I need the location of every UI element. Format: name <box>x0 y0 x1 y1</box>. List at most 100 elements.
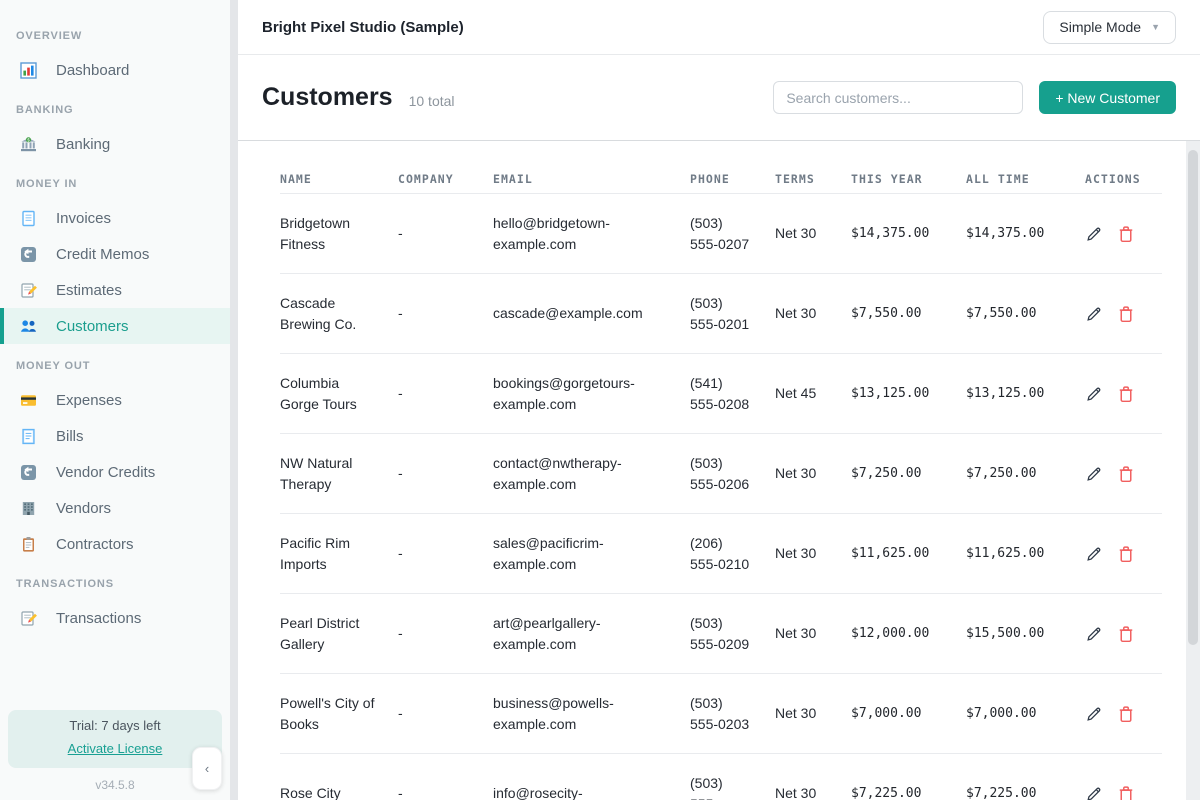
cell-email: business@powells-example.com <box>493 693 690 735</box>
sidebar-item-transactions[interactable]: Transactions <box>0 600 230 636</box>
edit-customer-button[interactable] <box>1085 465 1103 483</box>
company-value: - <box>398 225 403 241</box>
page-title: Customers <box>262 83 393 111</box>
svg-text:$: $ <box>27 137 30 142</box>
cell-phone: (503) 555-0207 <box>690 213 775 255</box>
pencil-icon <box>1085 305 1103 323</box>
invoice-icon <box>20 210 37 227</box>
column-header-all-time: ALL TIME <box>966 172 1030 186</box>
cell-terms: Net 30 <box>775 223 851 244</box>
table-row: NW Natural Therapy - contact@nwtherapy-exa… <box>280 433 1162 513</box>
name-value: NW Natural Therapy <box>280 454 353 492</box>
this-year-value: $12,000.00 <box>851 625 930 641</box>
edit-customer-button[interactable] <box>1085 705 1103 723</box>
sidebar-item-expenses[interactable]: Expenses <box>0 382 230 418</box>
edit-customer-button[interactable] <box>1085 305 1103 323</box>
cell-phone: (503) 555-0206 <box>690 453 775 495</box>
cell-actions <box>1085 385 1162 403</box>
cell-name: Cascade Brewing Co. <box>280 293 392 335</box>
cell-email: bookings@gorgetours-example.com <box>493 373 690 415</box>
cell-actions <box>1085 305 1162 323</box>
sidebar-item-credit-memos[interactable]: Credit Memos <box>0 236 230 272</box>
edit-customer-button[interactable] <box>1085 225 1103 243</box>
estimate-icon <box>20 282 37 299</box>
sidebar-item-dashboard[interactable]: Dashboard <box>0 52 230 88</box>
pencil-icon <box>1085 785 1103 800</box>
table-scrollbar[interactable] <box>1186 141 1200 800</box>
all-time-value: $7,550.00 <box>966 305 1037 321</box>
bank-icon: $ <box>20 136 37 153</box>
trash-icon <box>1117 385 1135 403</box>
pencil-icon <box>1085 705 1103 723</box>
all-time-value: $14,375.00 <box>966 225 1045 241</box>
pencil-icon <box>1085 225 1103 243</box>
sidebar-item-vendor-credits[interactable]: Vendor Credits <box>0 454 230 490</box>
terms-value: Net 30 <box>775 705 817 721</box>
cell-company: - <box>398 303 493 324</box>
expense-icon <box>20 392 37 409</box>
sidebar-item-contractors[interactable]: Contractors <box>0 526 230 562</box>
new-customer-button[interactable]: + New Customer <box>1039 81 1176 114</box>
phone-value: (541) 555-0208 <box>690 374 750 412</box>
pencil-icon <box>1085 465 1103 483</box>
edit-customer-button[interactable] <box>1085 625 1103 643</box>
activate-license-link[interactable]: Activate License <box>67 741 163 756</box>
trash-icon <box>1117 305 1135 323</box>
company-value: - <box>398 785 403 800</box>
sidebar-collapse-button[interactable]: ‹ <box>192 747 222 790</box>
cell-actions <box>1085 785 1162 800</box>
cell-phone: (541) 555-0208 <box>690 373 775 415</box>
sidebar-item-label: Estimates <box>56 281 122 299</box>
cell-all-time: $7,225.00 <box>966 784 1085 800</box>
vendors-icon <box>20 500 37 517</box>
cell-this-year: $12,000.00 <box>851 624 966 644</box>
cell-terms: Net 30 <box>775 543 851 564</box>
cell-name: Columbia Gorge Tours <box>280 373 392 415</box>
customers-table-region: NAME COMPANY EMAIL PHONE TERMS THIS YEAR ALL T… <box>238 141 1200 800</box>
phone-value: (503) 555- <box>690 774 723 800</box>
name-value: Pacific Rim Imports <box>280 534 351 572</box>
sidebar-item-estimates[interactable]: Estimates <box>0 272 230 308</box>
delete-customer-button[interactable] <box>1117 385 1135 403</box>
all-time-value: $7,250.00 <box>966 465 1037 481</box>
section-label-money-in: MONEY IN <box>16 178 78 190</box>
section-label-banking: BANKING <box>16 104 74 116</box>
terms-value: Net 30 <box>775 625 817 641</box>
terms-value: Net 30 <box>775 225 817 241</box>
edit-customer-button[interactable] <box>1085 545 1103 563</box>
cell-terms: Net 30 <box>775 703 851 724</box>
delete-customer-button[interactable] <box>1117 305 1135 323</box>
search-input[interactable] <box>773 81 1024 114</box>
column-header-terms: TERMS <box>775 172 815 186</box>
scrollbar-thumb[interactable] <box>1188 150 1198 645</box>
sidebar-item-invoices[interactable]: Invoices <box>0 200 230 236</box>
cell-company: - <box>398 463 493 484</box>
delete-customer-button[interactable] <box>1117 225 1135 243</box>
customers-table-card: NAME COMPANY EMAIL PHONE TERMS THIS YEAR ALL T… <box>238 141 1186 800</box>
sidebar-item-vendors[interactable]: Vendors <box>0 490 230 526</box>
pencil-icon <box>1085 545 1103 563</box>
column-header-company: COMPANY <box>398 172 454 186</box>
this-year-value: $7,250.00 <box>851 465 922 481</box>
delete-customer-button[interactable] <box>1117 465 1135 483</box>
cell-this-year: $11,625.00 <box>851 544 966 564</box>
delete-customer-button[interactable] <box>1117 705 1135 723</box>
cell-all-time: $7,550.00 <box>966 304 1085 324</box>
cell-company: - <box>398 543 493 564</box>
sidebar-item-customers[interactable]: Customers <box>0 308 230 344</box>
delete-customer-button[interactable] <box>1117 545 1135 563</box>
contractor-icon <box>20 536 37 553</box>
credit-memo-icon <box>20 246 37 263</box>
edit-customer-button[interactable] <box>1085 785 1103 800</box>
cell-all-time: $7,250.00 <box>966 464 1085 484</box>
sidebar-item-banking[interactable]: $ Banking <box>0 126 230 162</box>
cell-this-year: $13,125.00 <box>851 384 966 404</box>
sidebar-item-bills[interactable]: Bills <box>0 418 230 454</box>
table-row: Pearl District Gallery - art@pearlgallery-… <box>280 593 1162 673</box>
column-header-phone: PHONE <box>690 172 730 186</box>
delete-customer-button[interactable] <box>1117 785 1135 800</box>
simple-mode-dropdown[interactable]: Simple Mode ▼ <box>1043 10 1176 44</box>
terms-value: Net 30 <box>775 785 817 800</box>
edit-customer-button[interactable] <box>1085 385 1103 403</box>
delete-customer-button[interactable] <box>1117 625 1135 643</box>
